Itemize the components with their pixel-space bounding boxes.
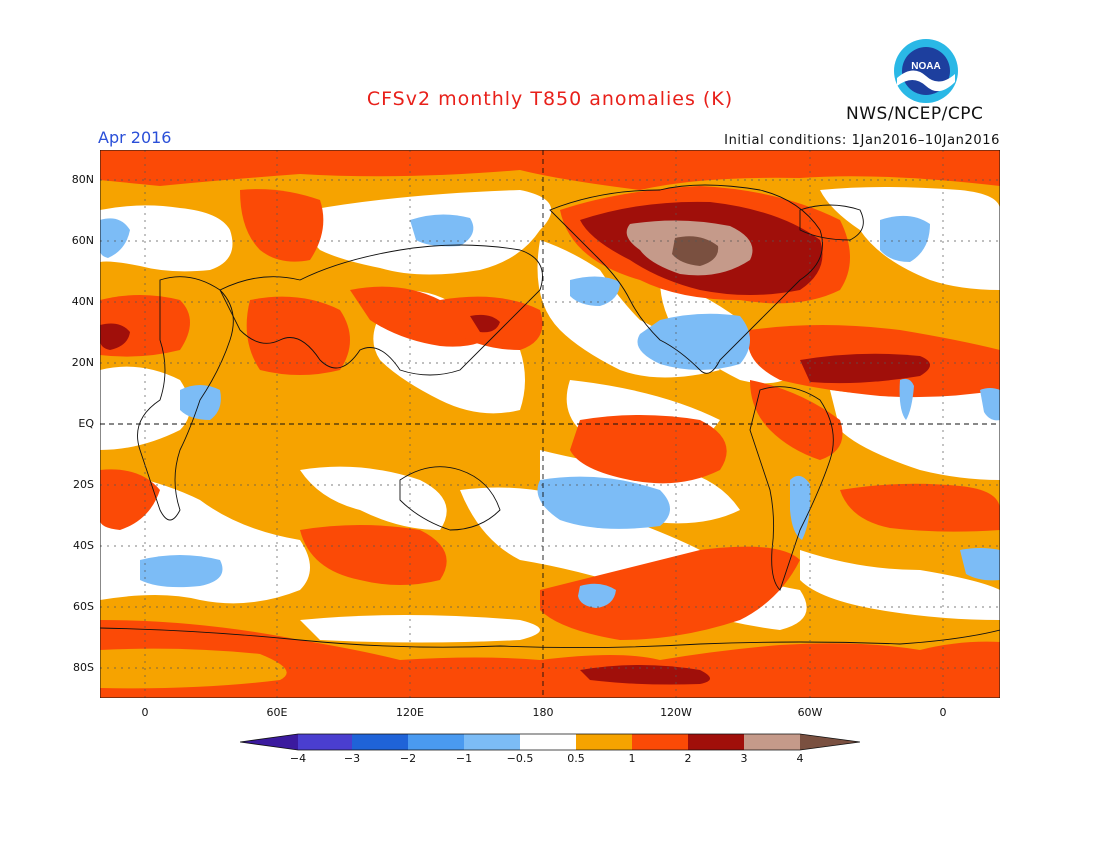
cbar-pos4 (800, 734, 860, 750)
field-neg05 (140, 555, 223, 588)
cbar-label: 4 (796, 752, 804, 765)
field-pos1 (570, 415, 727, 484)
map-grid (100, 150, 1000, 698)
lat-label: 40S (73, 539, 94, 552)
field-pos1 (100, 620, 1000, 698)
cbar-label: 1 (628, 752, 636, 765)
field-pos2 (100, 323, 130, 350)
cbar-pos1 (632, 734, 688, 750)
cbar-neg2 (352, 734, 408, 750)
field-neg05 (899, 378, 914, 420)
cbar-neg3 (298, 734, 352, 750)
field-pos1 (840, 483, 1000, 532)
cbar-label: 0.5 (567, 752, 585, 765)
lon-label: 120W (660, 706, 692, 719)
field-pos1 (540, 546, 800, 640)
lat-label: 60N (71, 234, 94, 247)
field-neg05 (180, 385, 221, 420)
field-neutral (830, 390, 1000, 480)
cbar-label: −0.5 (506, 752, 534, 765)
field-neutral (100, 366, 190, 450)
field-neg05 (960, 548, 1000, 581)
field-neg05 (537, 476, 670, 529)
lon-label: 120E (396, 706, 424, 719)
field-neutral (800, 550, 1000, 620)
cbar-neg4 (240, 734, 298, 750)
cbar-label: −4 (289, 752, 307, 765)
lat-label: EQ (78, 417, 94, 430)
lon-label: 60W (797, 706, 823, 719)
coastlines (100, 184, 1000, 649)
anomaly-map (100, 150, 1000, 698)
lat-label: 80N (71, 173, 94, 186)
cbar-neg1 (408, 734, 464, 750)
cbar-pos2 (688, 734, 744, 750)
field-pos1 (100, 150, 1000, 190)
lat-label: 20N (71, 356, 94, 369)
agency-label: NWS/NCEP/CPC (846, 104, 984, 124)
field-neg05 (637, 313, 750, 370)
chart-title: CFSv2 monthly T850 anomalies (K) (366, 88, 734, 110)
cbar-pos05 (576, 734, 632, 750)
cbar-label: 3 (740, 752, 748, 765)
field-neg05 (410, 214, 474, 247)
lat-label: 20S (73, 478, 94, 491)
colorbar (240, 733, 860, 751)
field-neg05 (578, 583, 616, 608)
cbar-label: −3 (343, 752, 361, 765)
field-neutral (300, 615, 540, 643)
cbar-label: −2 (399, 752, 417, 765)
lat-label: 80S (73, 661, 94, 674)
field-pos1 (750, 380, 843, 460)
equator-dateline (100, 150, 1000, 698)
field-neutral (100, 205, 233, 272)
noaa-logo: NOAA (893, 38, 959, 104)
valid-month: Apr 2016 (98, 128, 172, 147)
lon-label: 0 (141, 706, 149, 719)
field-pos05 (100, 648, 287, 689)
lon-label: 180 (532, 706, 554, 719)
lat-label: 40N (71, 295, 94, 308)
field-neg05 (100, 218, 130, 258)
field-pos1 (240, 189, 324, 262)
lon-label: 60E (266, 706, 288, 719)
field-neg05 (880, 215, 930, 262)
field-pos2 (470, 314, 500, 333)
initial-conditions: Initial conditions: 1Jan2016–10Jan2016 (724, 133, 1000, 148)
field-pos2 (800, 353, 930, 384)
field-pos4 (672, 236, 719, 266)
field-neg05 (570, 276, 620, 306)
lon-label: 0 (939, 706, 947, 719)
field-neg05 (980, 388, 1000, 421)
cbar-label: 2 (684, 752, 692, 765)
field-pos1 (246, 296, 350, 375)
cbar-neg05 (464, 734, 520, 750)
cbar-label: −1 (455, 752, 473, 765)
cbar-neutral (520, 734, 576, 750)
cbar-pos3 (744, 734, 800, 750)
logo-text: NOAA (911, 61, 940, 72)
field-neg05 (790, 475, 811, 540)
field-pos2 (580, 665, 710, 685)
lat-label: 60S (73, 600, 94, 613)
